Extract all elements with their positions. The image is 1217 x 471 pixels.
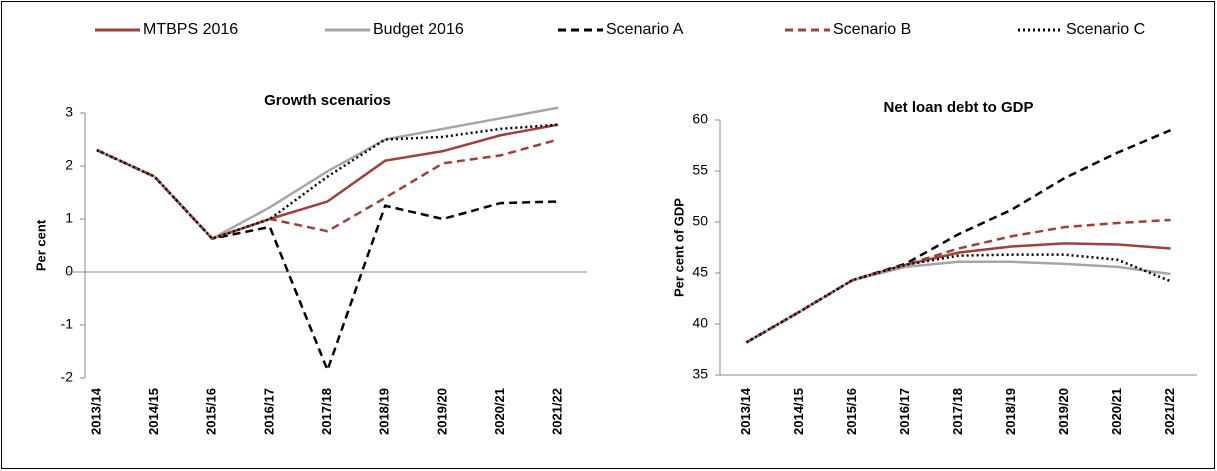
legend-label: Budget 2016 <box>373 21 464 38</box>
x-tick-label: 2016/17 <box>897 388 912 435</box>
y-axis-label: Per cent of GDP <box>671 198 686 297</box>
y-tick-label: 35 <box>692 366 708 382</box>
y-tick-label: 50 <box>692 213 708 229</box>
legend-label: MTBPS 2016 <box>143 21 238 38</box>
y-axis-label: Per cent <box>33 219 48 271</box>
series-line <box>96 123 559 241</box>
series-line <box>96 123 559 241</box>
x-tick-label: 2018/19 <box>377 388 392 435</box>
x-tick-label: 2019/20 <box>1056 388 1071 435</box>
x-tick-label: 2020/21 <box>492 388 507 435</box>
y-tick-label: 60 <box>692 111 708 127</box>
y-tick-label: -1 <box>61 316 74 332</box>
x-tick-label: 2019/20 <box>434 388 449 435</box>
legend-label: Scenario B <box>833 21 911 38</box>
series-line <box>96 148 559 374</box>
x-tick-label: 2017/18 <box>319 388 334 435</box>
chart-title: Net loan debt to GDP <box>884 99 1034 116</box>
series-line <box>745 218 1171 344</box>
y-tick-label: 55 <box>692 162 708 178</box>
x-tick-label: 2021/22 <box>1162 388 1177 435</box>
series-line <box>745 129 1171 344</box>
y-tick-label: 2 <box>65 157 73 173</box>
series-line <box>96 106 559 241</box>
y-tick-label: 0 <box>65 263 73 279</box>
x-tick-label: 2015/16 <box>844 388 859 435</box>
series-line <box>745 260 1171 344</box>
x-tick-label: 2016/17 <box>261 388 276 435</box>
x-tick-label: 2013/14 <box>738 387 753 435</box>
y-tick-label: 3 <box>65 104 73 120</box>
x-tick-label: 2020/21 <box>1109 388 1124 435</box>
series-line <box>745 253 1171 344</box>
y-tick-label: 1 <box>65 210 73 226</box>
y-tick-label: 40 <box>692 315 708 331</box>
legend-label: Scenario A <box>606 21 684 38</box>
y-tick-label: -2 <box>61 369 74 385</box>
x-tick-label: 2014/15 <box>146 388 161 435</box>
x-tick-label: 2021/22 <box>550 388 565 435</box>
x-tick-label: 2013/14 <box>88 387 103 435</box>
x-tick-label: 2018/19 <box>1003 388 1018 435</box>
x-tick-label: 2017/18 <box>950 388 965 435</box>
legend-label: Scenario C <box>1066 21 1145 38</box>
x-tick-label: 2015/16 <box>204 388 219 435</box>
chart-title: Growth scenarios <box>264 92 391 109</box>
x-tick-label: 2014/15 <box>791 388 806 435</box>
y-tick-label: 45 <box>692 264 708 280</box>
